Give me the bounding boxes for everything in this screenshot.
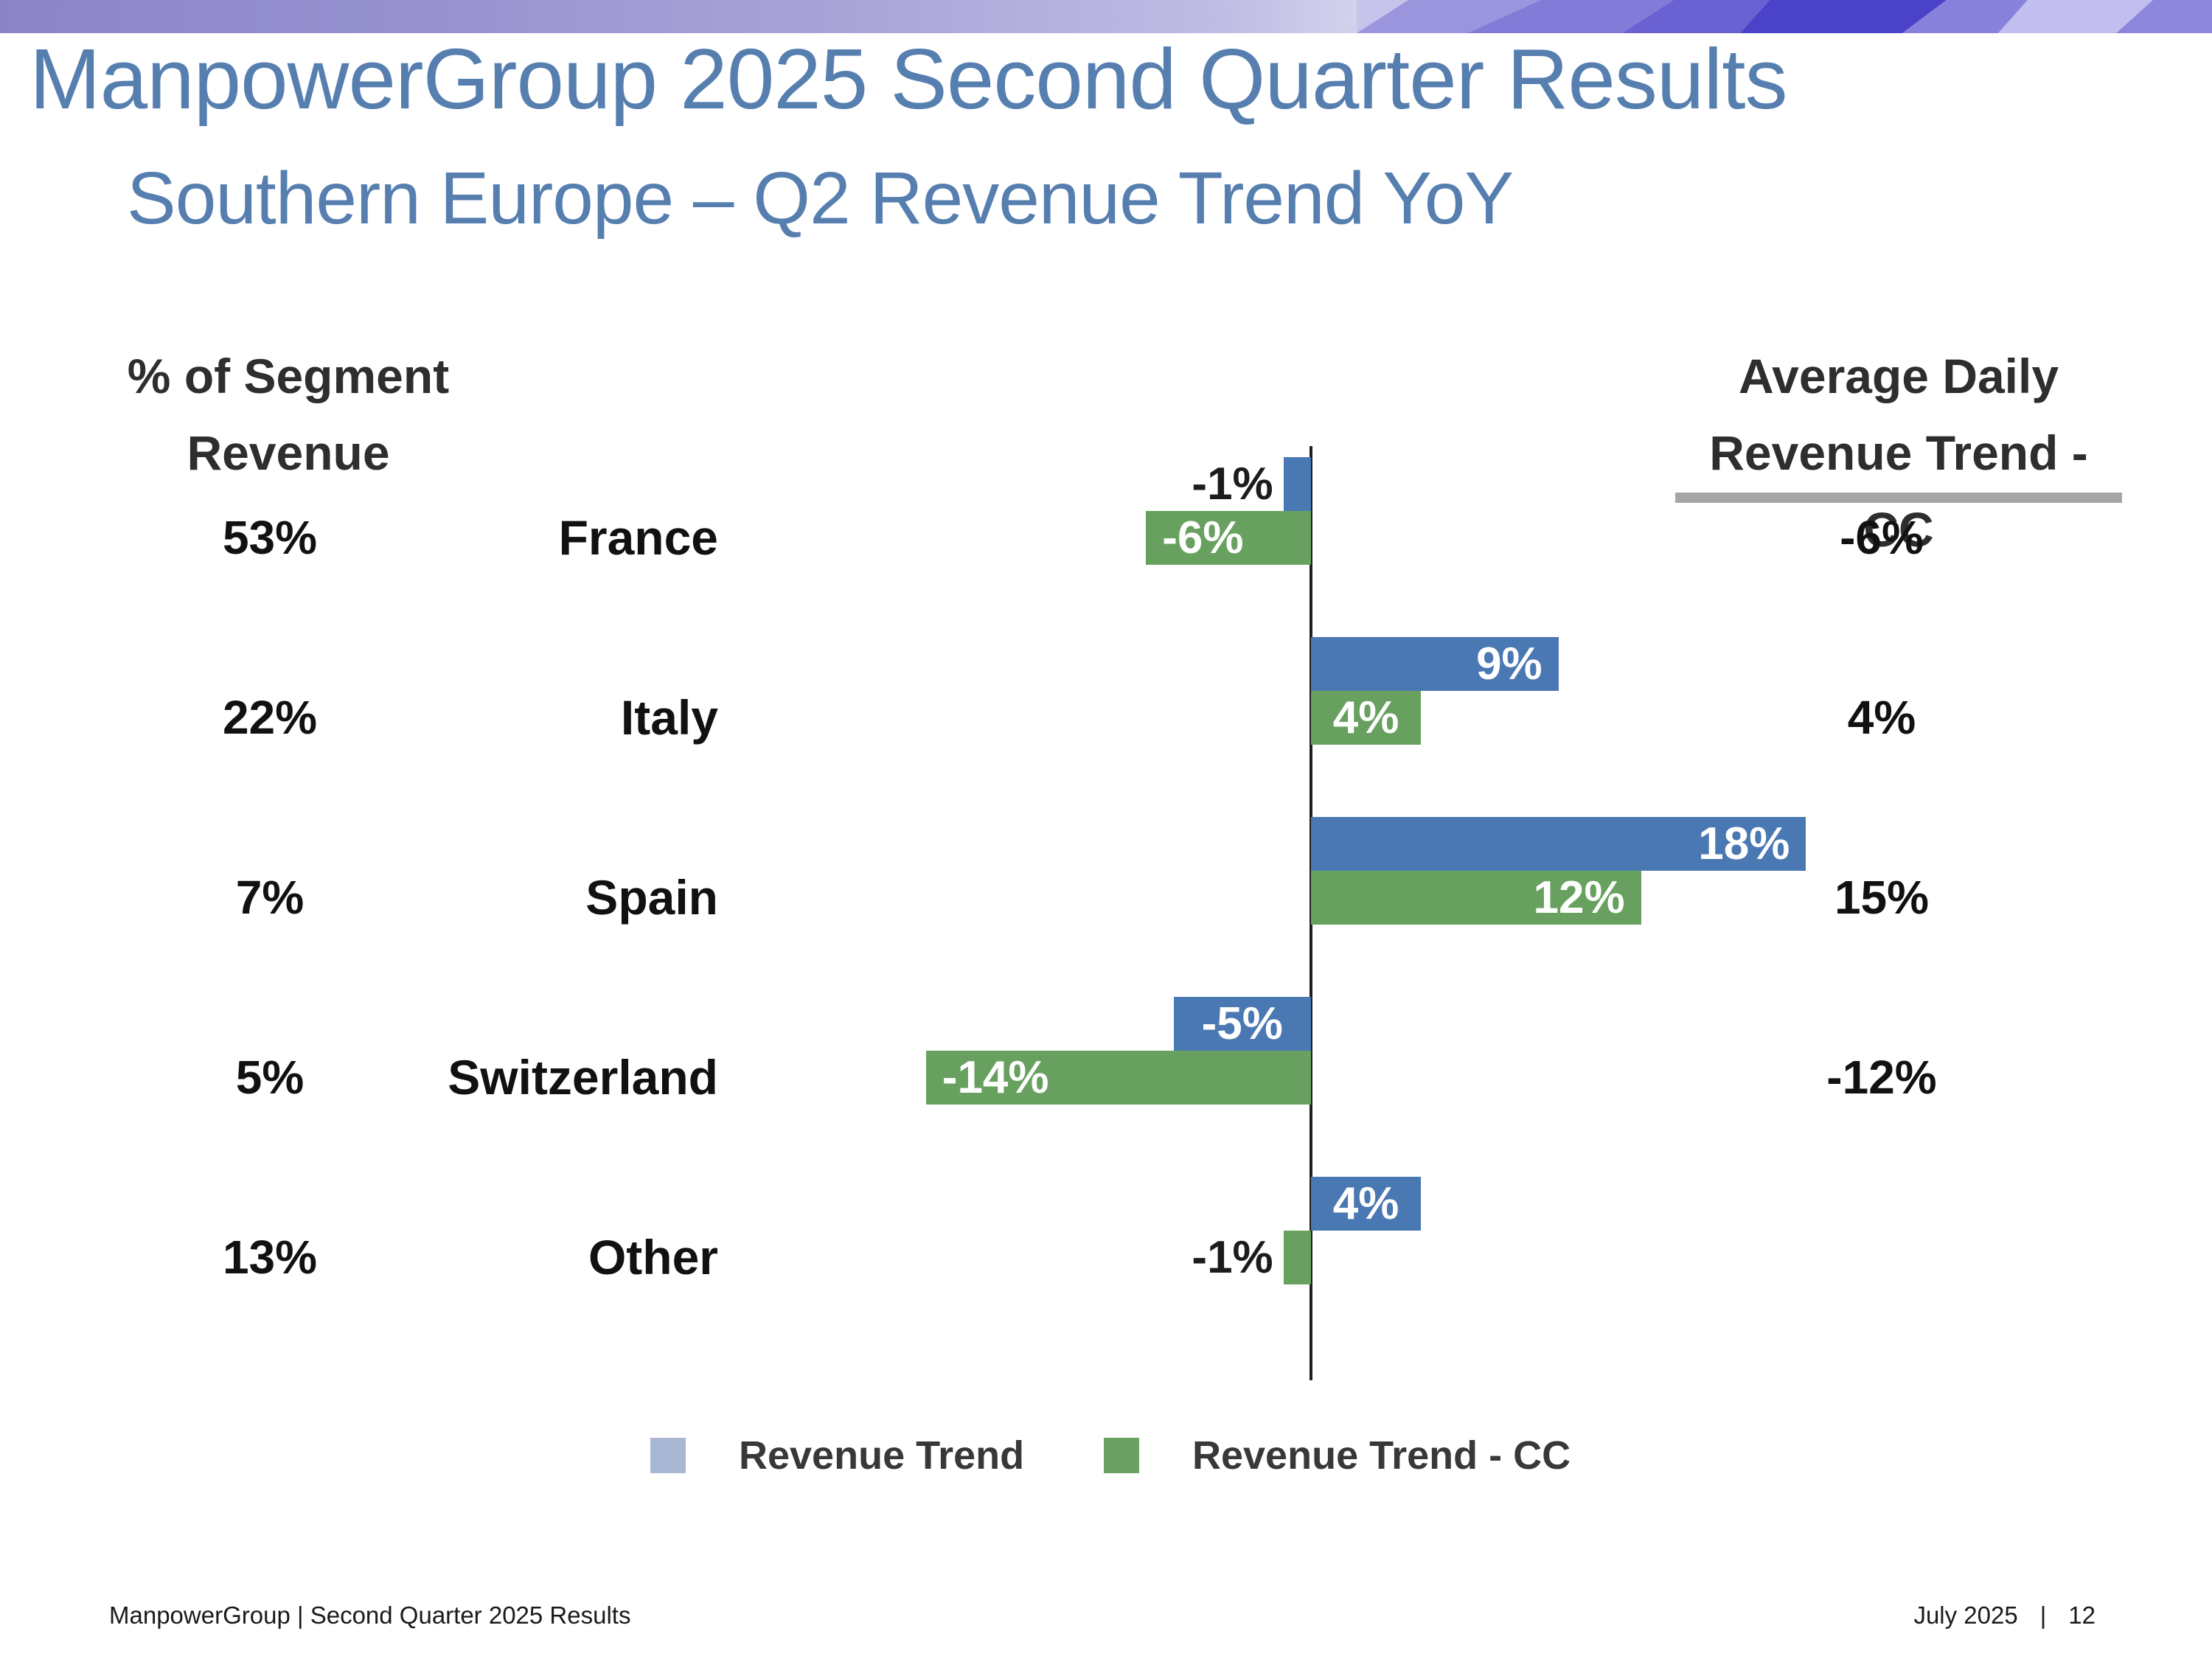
segment-share-france: 53% — [222, 511, 318, 564]
avg-daily-cc-value-switzerland: -12% — [1826, 1051, 1937, 1104]
banner-decoration — [1357, 0, 2212, 33]
other-revenue-trend-bar-with-value-label: 4% — [1311, 1177, 1422, 1231]
spain-revenue-trend-cc-bar-with-value-label: 12% — [1311, 871, 1641, 925]
average-daily-header-line2: Revenue Trend - CC — [1709, 425, 2088, 557]
legend-swatch-revenue-trend-cc — [1104, 1438, 1139, 1473]
average-daily-header-line1: Average Daily — [1738, 349, 2059, 403]
legend-label-revenue-trend: Revenue Trend — [739, 1433, 1025, 1478]
segment-revenue-header: % of Segment Revenue — [122, 338, 454, 491]
france-revenue-trend-cc-bar-with-value-label: -6% — [1146, 511, 1311, 565]
country-label-spain: Spain — [585, 870, 718, 925]
slide-subtitle: Southern Europe – Q2 Revenue Trend YoY — [127, 157, 1514, 240]
spain-revenue-trend-bar-with-value-label: 18% — [1311, 817, 1806, 871]
segment-share-switzerland: 5% — [235, 1051, 305, 1104]
avg-daily-cc-value-italy: 4% — [1847, 691, 1916, 744]
segment-share-other: 13% — [222, 1231, 318, 1284]
segment-revenue-header-line1: % of Segment — [127, 349, 450, 403]
header-banner — [0, 0, 2212, 33]
average-daily-header: Average Daily Revenue Trend - CC — [1674, 338, 2124, 568]
footer-date-page: July 2025 | 12 — [1913, 1601, 2096, 1630]
france-revenue-trend-value-label: -1% — [1192, 459, 1273, 509]
average-daily-header-underline — [1675, 493, 2122, 503]
switzerland-revenue-trend-bar-with-value-label: -5% — [1173, 997, 1311, 1051]
france-revenue-trend-bar — [1283, 457, 1311, 511]
other-revenue-trend-cc-bar — [1283, 1231, 1311, 1284]
italy-revenue-trend-cc-bar-with-value-label: 4% — [1311, 691, 1422, 745]
legend-swatch-revenue-trend — [650, 1438, 686, 1473]
segment-share-spain: 7% — [235, 871, 305, 924]
avg-daily-cc-value-france: -6% — [1840, 511, 1924, 564]
legend-label-revenue-trend-cc: Revenue Trend - CC — [1192, 1433, 1571, 1478]
country-label-france: France — [558, 510, 718, 565]
italy-revenue-trend-bar-with-value-label: 9% — [1311, 637, 1559, 691]
segment-revenue-header-line2: Revenue — [187, 425, 390, 480]
page-title: ManpowerGroup 2025 Second Quarter Result… — [29, 31, 1787, 127]
footer-date: July 2025 — [1913, 1601, 2018, 1629]
other-revenue-trend-cc-value-label: -1% — [1192, 1232, 1273, 1283]
avg-daily-cc-value-spain: 15% — [1834, 871, 1930, 924]
country-label-other: Other — [588, 1230, 718, 1284]
segment-share-italy: 22% — [222, 691, 318, 744]
footer-company-line: ManpowerGroup | Second Quarter 2025 Resu… — [109, 1601, 631, 1629]
country-label-switzerland: Switzerland — [448, 1050, 718, 1105]
country-label-italy: Italy — [620, 690, 718, 745]
switzerland-revenue-trend-cc-bar-with-value-label: -14% — [925, 1051, 1311, 1105]
footer-separator: | — [2039, 1601, 2047, 1629]
footer-page-number: 12 — [2068, 1601, 2096, 1629]
